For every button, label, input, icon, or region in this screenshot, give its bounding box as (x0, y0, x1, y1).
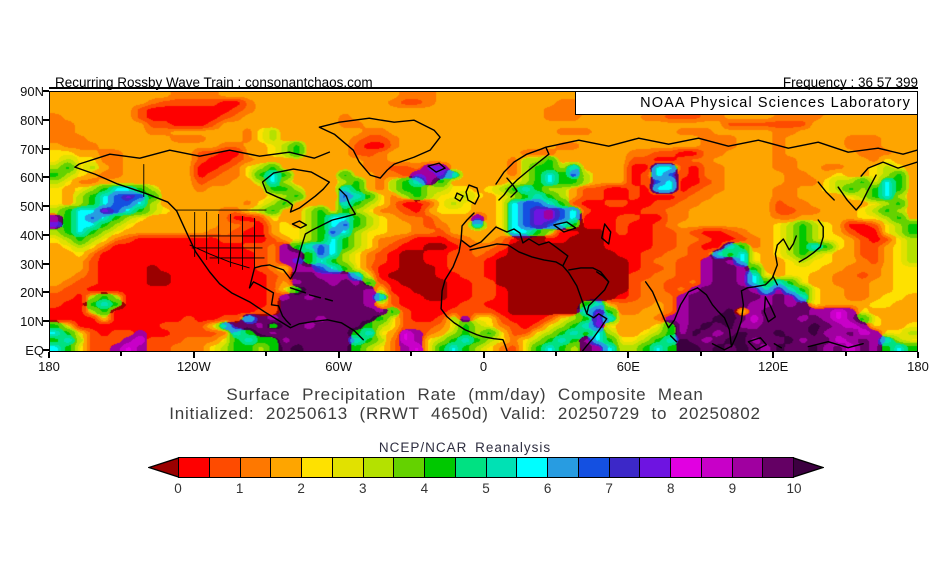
lon-tick-label: 120W (176, 359, 211, 374)
colorbar-label: 9 (728, 481, 737, 496)
colorbar-label: 1 (235, 481, 244, 496)
lon-tick-label: 180 (38, 359, 60, 374)
colorbar-segment (363, 458, 395, 477)
colorbar-label: 0 (174, 481, 182, 496)
lat-tick-mark (43, 233, 49, 236)
colorbar-segment (517, 458, 548, 477)
lat-tick-label: 90N (20, 84, 44, 99)
lon-tick-mark (120, 352, 123, 356)
lon-tick-mark (554, 352, 557, 356)
map-plot-area: NOAA Physical Sciences Laboratory (49, 91, 918, 352)
lon-tick-label: 60E (616, 359, 640, 374)
header-rule (49, 87, 918, 89)
coastline-paths (74, 117, 917, 351)
lat-tick-mark (43, 205, 49, 208)
lat-tick-mark (43, 320, 49, 323)
political-border-paths (143, 164, 267, 270)
colorbar-segment (486, 458, 518, 477)
lat-tick-label: 30N (20, 256, 44, 272)
colorbar-segment (609, 458, 641, 477)
lon-tick-label: 0 (479, 359, 488, 374)
colorbar-segment (332, 458, 364, 477)
lon-tick-mark (699, 352, 702, 356)
colorbar-label: 4 (420, 481, 429, 496)
lat-tick-label: EQ (25, 343, 44, 358)
colorbar-segment (732, 458, 764, 477)
lon-tick-mark (844, 352, 847, 356)
lat-tick-mark (43, 176, 49, 179)
colorbar-label: 7 (605, 481, 613, 496)
colorbar-segment (671, 458, 702, 477)
colorbar-underflow-arrow-icon (148, 457, 179, 478)
lat-tick-label: 80N (20, 112, 44, 128)
lon-tick-mark (48, 352, 50, 358)
colorbar-segment (209, 458, 241, 477)
colorbar-segment (640, 458, 671, 477)
lat-tick-mark (43, 291, 49, 294)
lat-tick-label: 20N (20, 285, 44, 301)
page-header-left: Recurring Rossby Wave Train : consonantc… (55, 75, 373, 90)
lon-tick-label: 60W (325, 359, 353, 374)
coastlines-overlay (74, 117, 917, 351)
colorbar-segment (394, 458, 425, 477)
lat-tick-mark (43, 90, 49, 92)
colorbar-segment (302, 458, 333, 477)
colorbar-label: 3 (359, 481, 367, 496)
colorbar-segment (179, 458, 210, 477)
colorbar-overflow-arrow-icon (793, 457, 824, 478)
lat-tick-label: 70N (20, 141, 44, 157)
colorbar: 0 1 2 3 4 5 6 7 8 9 10 (148, 457, 824, 499)
lat-tick-label: 10N (20, 314, 44, 330)
colorbar-segment (240, 458, 272, 477)
data-source-label: NCEP/NCAR Reanalysis (378, 440, 552, 455)
lat-tick-mark (43, 349, 49, 351)
lon-tick-mark (192, 352, 195, 358)
colorbar-segment (455, 458, 487, 477)
lon-tick-mark (482, 352, 485, 358)
colorbar-segment (578, 458, 610, 477)
colorbar-label: 6 (543, 481, 552, 496)
noaa-credit-box: NOAA Physical Sciences Laboratory (575, 92, 917, 115)
frequency-label: Frequency : 36 57 399 (782, 75, 918, 90)
lon-tick-mark (410, 352, 413, 356)
lon-tick-mark (337, 352, 340, 358)
colorbar-segment (271, 458, 302, 477)
lat-tick-label: 40N (20, 227, 44, 243)
colorbar-segment (425, 458, 456, 477)
colorbar-segments (178, 457, 794, 478)
lat-tick-mark (43, 118, 49, 121)
lat-tick-mark (43, 147, 49, 150)
colorbar-label: 8 (667, 481, 675, 496)
lon-tick-label: 180 (907, 359, 929, 374)
lat-tick-label: 50N (20, 199, 44, 215)
colorbar-segment (701, 458, 733, 477)
colorbar-segment (548, 458, 579, 477)
plot-title: Surface Precipitation Rate (mm/day) Comp… (226, 385, 704, 404)
colorbar-label: 2 (297, 481, 305, 496)
colorbar-label: 10 (786, 481, 802, 496)
lat-tick-mark (43, 262, 49, 265)
lon-tick-label: 120E (757, 359, 789, 374)
lon-tick-mark (772, 352, 775, 358)
lat-tick-label: 60N (20, 170, 44, 186)
lon-tick-mark (627, 352, 630, 358)
plot-subtitle: Initialized: 20250613 (RRWT 4650d) Valid… (169, 404, 761, 423)
colorbar-segment (763, 458, 793, 477)
lon-tick-mark (917, 352, 919, 358)
colorbar-label: 5 (482, 481, 490, 496)
lon-tick-mark (265, 352, 268, 356)
